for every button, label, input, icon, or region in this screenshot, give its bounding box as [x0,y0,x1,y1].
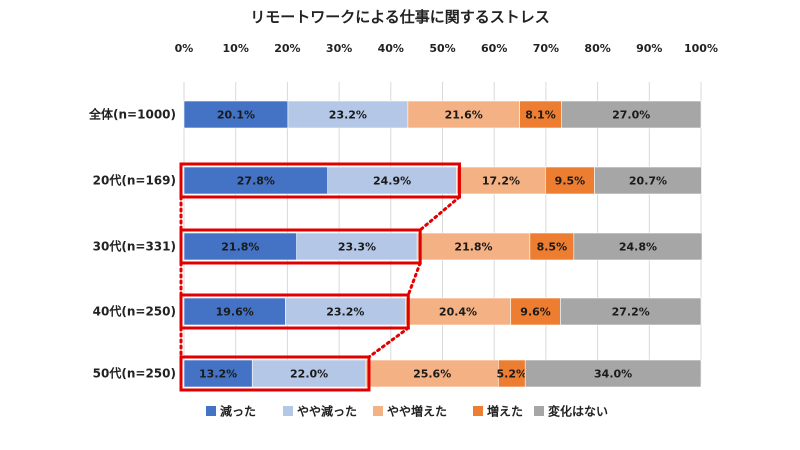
data-label: 23.2% [326,306,364,319]
bar-segment [183,232,298,261]
data-label: 8.5% [537,241,568,254]
legend-swatch [206,406,216,416]
x-tick-label: 30% [326,42,352,55]
bar-segment [573,232,703,261]
data-label: 8.1% [525,109,556,122]
highlight-connector [367,326,410,359]
bar-segment [498,359,526,388]
bar-segment [560,297,702,326]
data-label: 19.6% [216,306,254,319]
x-tick-label: 60% [481,42,507,55]
category-label: 20代(n=169) [93,173,176,188]
category-labels: 全体(n=1000) 20代(n=169) 30代(n=331) 40代(n=250)… [88,107,176,381]
legend-label: 変化はない [548,404,608,419]
bar-segment [183,297,286,326]
bar-segment [529,232,575,261]
category-label: 全体(n=1000) [88,107,176,122]
data-label: 24.8% [619,241,657,254]
x-tick-label: 80% [584,42,610,55]
data-label: 20.4% [439,306,477,319]
data-label: 23.3% [338,241,376,254]
bar-segment [416,232,531,261]
bar-segment [183,100,289,129]
legend-label: やや増えた [387,404,447,419]
data-label: 27.2% [612,306,650,319]
x-tick-label: 20% [274,42,300,55]
category-label: 30代(n=331) [93,239,176,254]
bar-segment [519,100,562,129]
bars: 20.1% 23.2% 21.6% 8.1% 27.0% 27.8% 24.9% 17.2% 9… [183,100,703,388]
bar-segment [594,166,702,195]
highlight-connector [418,195,461,232]
data-label: 20.1% [217,109,255,122]
data-label: 24.9% [373,175,411,188]
bar-segment [510,297,561,326]
bar-segment [407,100,520,129]
data-label: 34.0% [594,368,632,381]
data-label: 21.8% [454,241,492,254]
data-label: 5.2% [497,368,528,381]
data-label: 9.5% [555,175,586,188]
x-tick-label: 90% [636,42,662,55]
highlight-box [179,228,422,265]
x-tick-label: 70% [533,42,559,55]
bar-segment [251,359,367,388]
bar-segment [296,232,418,261]
highlight-box [179,355,371,392]
legend-swatch [473,406,483,416]
data-label: 13.2% [199,368,237,381]
bar-segment [545,166,595,195]
bar-segment [183,166,329,195]
bar-segment [524,359,702,388]
bar-segment [183,359,253,388]
legend-swatch [283,406,293,416]
x-tick-label: 40% [378,42,404,55]
legend-label: やや減った [297,404,357,419]
bar-segment [327,166,457,195]
data-label: 9.6% [520,306,551,319]
data-label: 25.6% [413,368,451,381]
bar-segment [287,100,409,129]
legend-swatch [373,406,383,416]
data-label: 27.8% [237,175,275,188]
x-tick-label: 10% [223,42,249,55]
bar-segment [285,297,406,326]
highlight-boxes [179,162,461,392]
chart-title: リモートワークによる仕事に関するストレス [250,8,550,26]
legend: 減った やや減った やや増えた 増えた 変化はない [206,404,608,419]
data-label: 23.2% [329,109,367,122]
data-label: 20.7% [629,175,667,188]
bar-segment [561,100,702,129]
category-label: 50代(n=250) [93,366,176,381]
highlight-connector [406,261,422,297]
data-label: 17.2% [482,175,520,188]
data-label: 21.8% [221,241,259,254]
legend-label: 増えた [487,404,523,419]
bar-segment [404,297,512,326]
x-tick-label: 50% [429,42,455,55]
highlight-box [179,293,410,330]
data-label: 21.6% [445,109,483,122]
data-label: 27.0% [612,109,650,122]
legend-label: 減った [220,404,256,419]
gridlines [183,82,702,382]
highlight-box [179,162,461,199]
category-label: 40代(n=250) [93,304,176,319]
data-label: 22.0% [290,368,328,381]
legend-swatch [534,406,544,416]
x-tick-label: 0% [175,42,194,55]
x-axis-ticks: 0% 10% 20% 30% 40% 50% 60% 70% 80% 90% 100% [175,42,718,55]
bar-segment [365,359,499,388]
x-tick-label: 100% [684,42,718,55]
